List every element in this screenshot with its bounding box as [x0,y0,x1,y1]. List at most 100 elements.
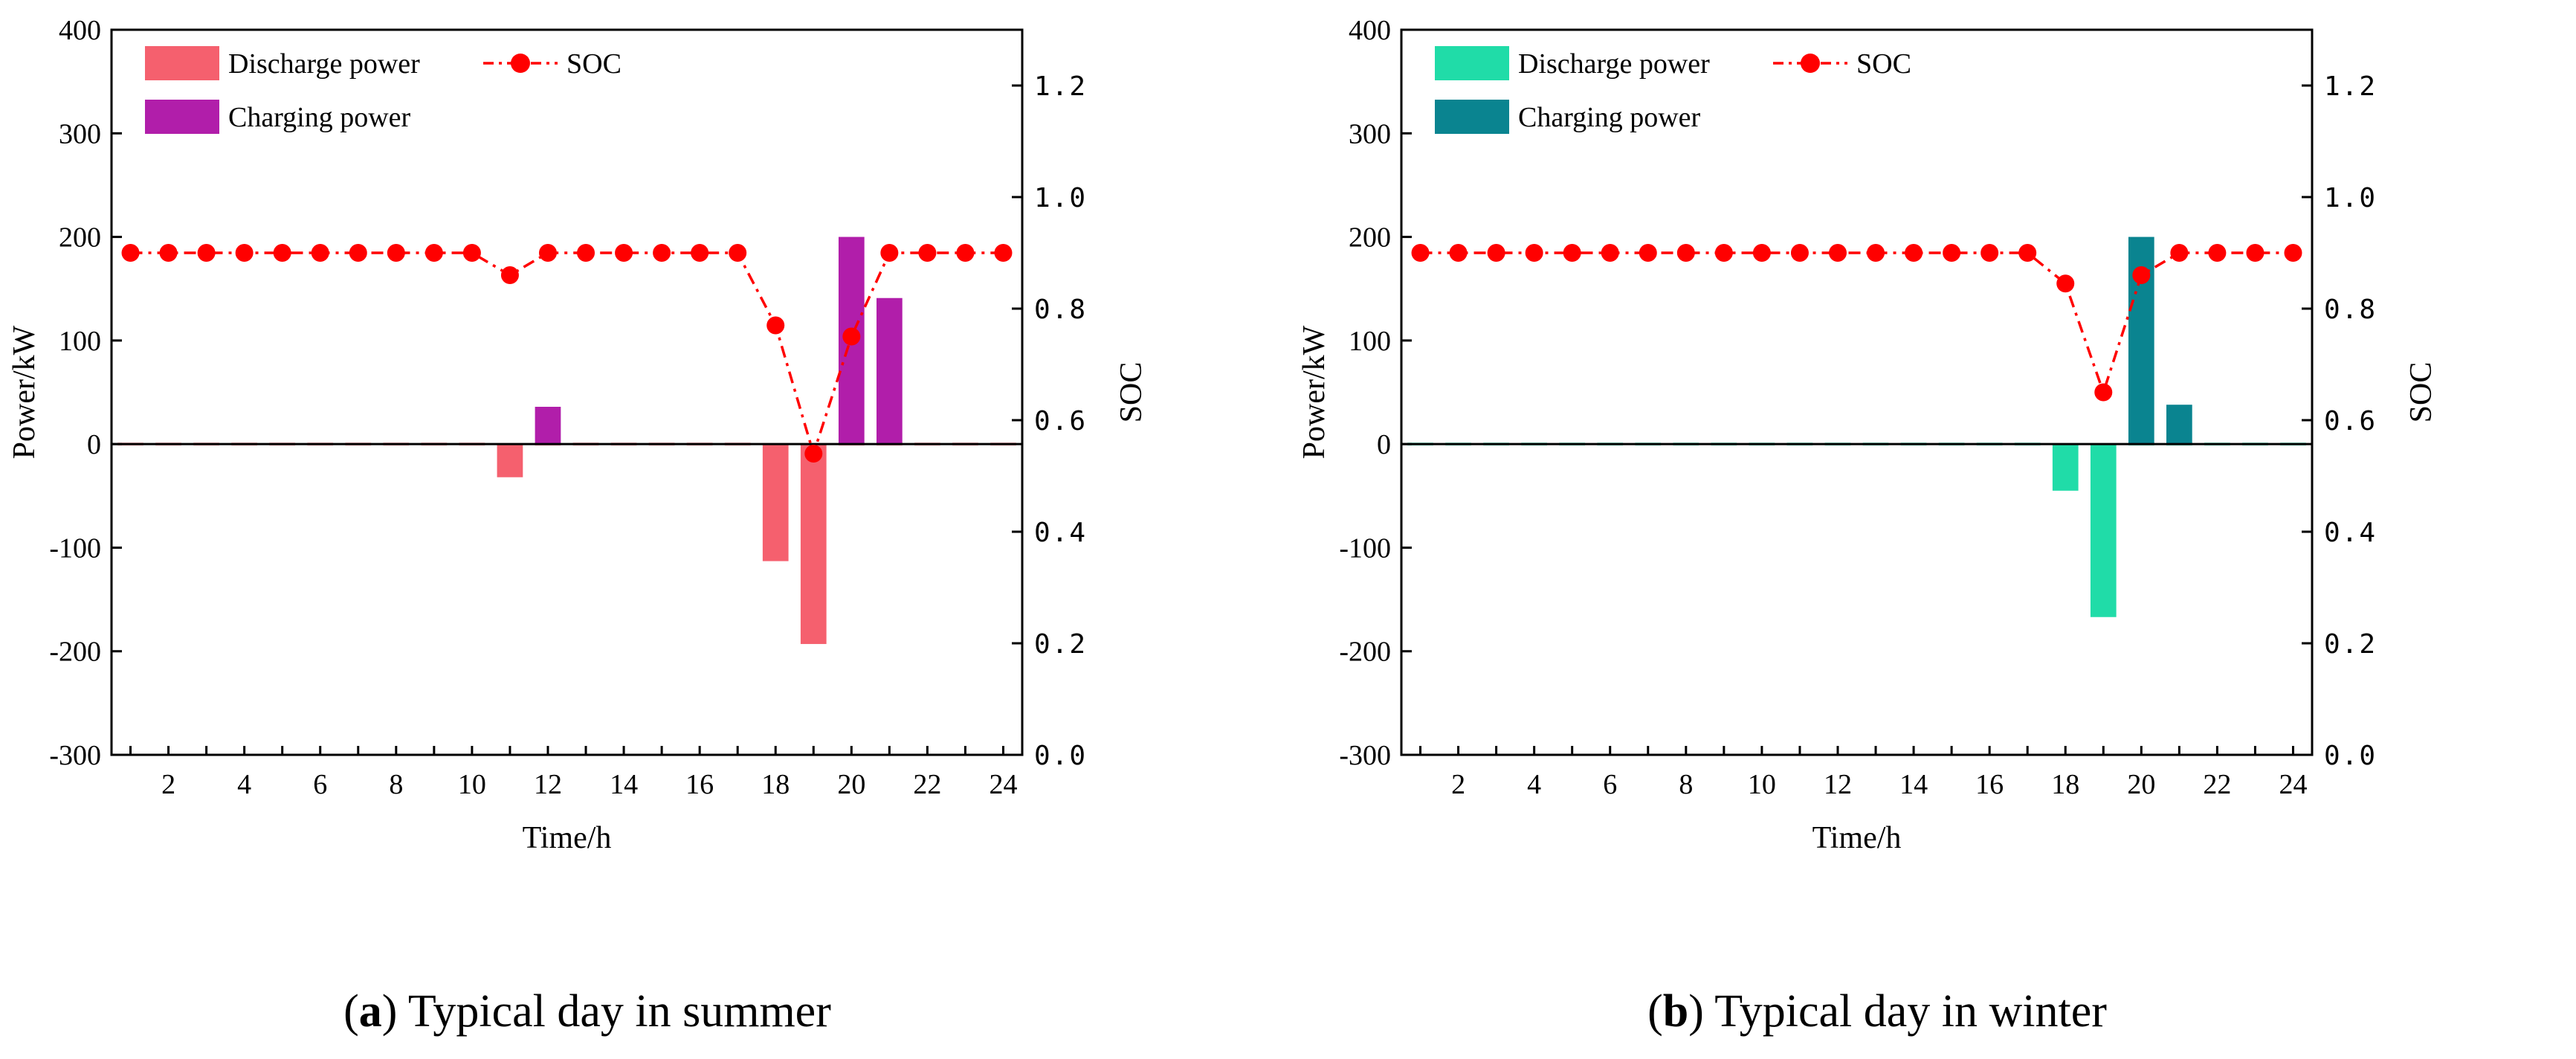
x-tick-label: 10 [458,769,486,800]
y-tick-label: -200 [1339,637,1391,668]
legend-discharge-swatch [145,46,219,80]
y-tick-label: -100 [49,532,101,564]
y-tick-label: -200 [49,637,101,668]
discharge-bar [800,444,827,644]
y-tick-label: 400 [1349,15,1391,46]
discharge-bar [2090,444,2117,617]
soc-point [1411,244,1430,262]
soc-point [918,244,937,262]
x-axis-title: Time/h [1812,821,1902,855]
y2-tick-label: 0.8 [1034,294,1087,325]
soc-point [2056,274,2075,293]
soc-point [2170,244,2189,262]
charging-bar [2166,405,2192,445]
soc-point [729,244,747,262]
y-tick-label: 0 [87,429,101,460]
plot-frame [1400,28,2314,756]
soc-point [577,244,595,262]
panel-caption: (a) Typical day in summer [343,986,831,1037]
chart-winter: -300 -200 -100 0 100 200 300 400 0.0 0.2 0.4 0.6 0.8… [1297,15,2438,1037]
soc-point [1790,244,1809,262]
discharge-bar [762,444,789,561]
y-axis-title: Power/kW [7,325,42,459]
caption-text: Typical day in summer [408,986,831,1037]
y-tick-label: 300 [59,118,101,149]
x-tick-label: 20 [837,769,865,800]
y-tick-label: 100 [59,326,101,357]
x-tick-label: 2 [1451,769,1465,800]
soc-point [804,445,823,463]
y2-tick-label: 0.0 [1034,741,1087,771]
discharge-bar [497,444,523,477]
soc-point [1563,244,1581,262]
plot-frame [110,28,1024,756]
y2-tick-label: 0.2 [2324,629,2377,660]
y2-tick-label: 0.4 [1034,518,1087,548]
y-tick-label: 400 [59,15,101,46]
y-tick-label: 300 [1349,118,1391,149]
soc-point [615,244,633,262]
x-tick-label: 14 [610,769,638,800]
soc-point [1639,244,1657,262]
x-tick-label: 22 [2203,769,2231,800]
legend-discharge-label: Discharge power [228,48,420,80]
legend-soc-marker [1801,54,1820,73]
soc-point [2246,244,2265,262]
x-tick-label: 14 [1899,769,1928,800]
soc-point [1676,244,1695,262]
legend-charging-label: Charging power [228,102,411,133]
soc-point [197,244,216,262]
soc-point [159,244,178,262]
x-tick-label: 12 [534,769,562,800]
x-tick-label: 24 [2279,769,2307,800]
panel-caption: (b) Typical day in winter [1647,986,2107,1037]
soc-point [842,327,861,346]
soc-point [994,244,1013,262]
y2-tick-label: 1.0 [2324,183,2377,213]
soc-point [1487,244,1505,262]
legend-soc-label: SOC [566,48,622,80]
y2-tick-label: 0.6 [2324,406,2377,437]
soc-point [1449,244,1468,262]
soc-point [691,244,709,262]
soc-point [880,244,899,262]
x-tick-label: 4 [1527,769,1541,800]
charging-bar [877,297,903,445]
soc-point [1905,244,1923,262]
chart-summer: -300 -200 -100 0 100 200 300 400 0.0 0.2 0.4 0.6 0.8… [7,15,1149,1037]
y2-axis-title: SOC [1114,362,1149,423]
x-tick-label: 8 [389,769,403,800]
soc-point [2284,244,2302,262]
caption-label: b [1663,986,1688,1037]
soc-point [2208,244,2227,262]
soc-point [1828,244,1847,262]
x-tick-label: 24 [989,769,1017,800]
y2-tick-label: 1.2 [1034,71,1087,102]
soc-point [2094,383,2113,402]
x-axis-title: Time/h [523,821,612,855]
y-tick-label: 200 [1349,222,1391,254]
caption-text: Typical day in winter [1714,986,2107,1037]
soc-point [538,244,557,262]
discharge-bar [2052,444,2079,491]
x-tick-label: 8 [1679,769,1693,800]
soc-point [387,244,405,262]
soc-point [1714,244,1733,262]
soc-point [273,244,291,262]
soc-point [653,244,671,262]
x-tick-label: 18 [2051,769,2079,800]
y2-tick-label: 0.0 [2324,741,2377,771]
soc-point [766,316,785,335]
x-tick-label: 10 [1748,769,1776,800]
y-tick-label: -100 [1339,532,1391,564]
legend-charging-swatch [1435,100,1509,134]
y-tick-label: -300 [1339,740,1391,771]
legend-discharge-label: Discharge power [1518,48,1710,80]
x-tick-label: 18 [761,769,790,800]
soc-point [1752,244,1771,262]
legend-soc-label: SOC [1856,48,1911,80]
soc-point [121,244,140,262]
y2-tick-label: 0.2 [1034,629,1087,660]
y-tick-label: -300 [49,740,101,771]
y2-axis-title: SOC [2404,362,2438,423]
